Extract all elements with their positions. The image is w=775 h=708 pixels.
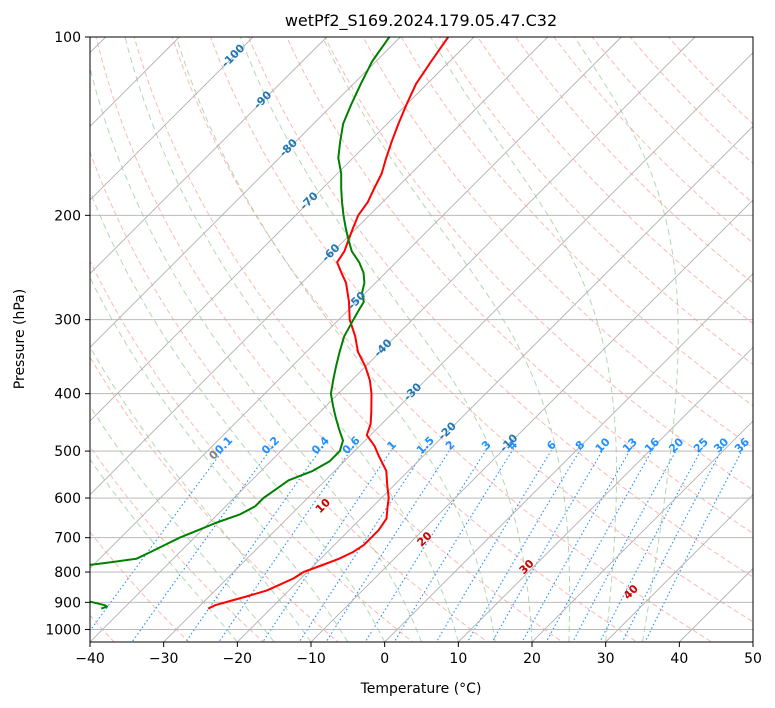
moist-adiabat-line [574, 37, 679, 642]
isotherm-line [90, 37, 622, 569]
mixing-ratio-line [545, 445, 656, 642]
y-tick-label: 300 [54, 313, 81, 329]
mixing-ratio-line [435, 445, 555, 642]
mixing-ratio-line [599, 445, 704, 642]
dry-adiabat-line [95, 37, 564, 642]
x-tick-label: −30 [149, 651, 179, 667]
isotherm-line [90, 37, 327, 275]
dewpoint-profile-line [90, 37, 391, 610]
x-tick-label: −20 [223, 651, 253, 667]
x-tick-label: −10 [296, 651, 326, 667]
y-tick-label: 400 [54, 387, 81, 403]
dry-adiabat-line [515, 37, 753, 284]
dry-adiabat-line [477, 37, 753, 325]
isotherm-line [384, 273, 753, 642]
isotherm-line [90, 37, 401, 348]
isotherm-line [237, 125, 753, 642]
y-tick-label: 100 [54, 30, 81, 46]
isotherm-line [163, 52, 753, 642]
plot-area [90, 37, 753, 642]
y-tick-label: 800 [54, 565, 81, 581]
pressure-gridlines [90, 37, 753, 630]
chart-title: wetPf2_S169.2024.179.05.47.C32 [285, 11, 557, 31]
mixing-ratio-line [491, 445, 606, 642]
isotherms [90, 37, 753, 642]
moist-adiabat-line [90, 405, 275, 642]
x-tick-label: 40 [670, 651, 688, 667]
mixing-ratio-line [644, 445, 746, 642]
x-tick-label: −40 [75, 651, 105, 667]
isotherm-line [90, 37, 254, 201]
dry-adiabat-line [248, 37, 753, 578]
profile-lines [90, 37, 450, 610]
dry-adiabat-line [171, 37, 713, 642]
x-tick-label: 20 [523, 651, 541, 667]
mixing-ratio-line [466, 445, 584, 642]
dry-adiabat-line [90, 445, 265, 642]
dry-adiabat-line [90, 531, 190, 642]
y-tick-label: 900 [54, 595, 81, 611]
moist-adiabat-line [430, 37, 617, 642]
y-tick-label: 500 [54, 444, 81, 460]
dry-adiabat-line [400, 37, 753, 407]
y-tick-label: 700 [54, 531, 81, 547]
moist-adiabat-line [124, 37, 459, 642]
y-tick-label: 1000 [45, 622, 81, 638]
isotherm-line [90, 37, 475, 422]
x-axis-title: Temperature (°C) [360, 681, 482, 697]
temperature-profile-line [207, 37, 450, 610]
isotherm-line [90, 37, 696, 642]
moist-adiabat-line [90, 458, 238, 642]
dry-adiabat-line [362, 37, 753, 449]
moist-adiabat-line [90, 65, 422, 642]
dry-adiabat-line [209, 37, 753, 623]
mixing-ratio-line [218, 445, 355, 642]
dry-adiabat-line [90, 259, 414, 642]
x-tick-label: 10 [449, 651, 467, 667]
isotherm-line [458, 346, 753, 642]
plot-frame [89, 36, 754, 643]
y-tick-label: 200 [54, 208, 81, 224]
isotherm-line [90, 37, 548, 496]
y-axis: 100 200 300 400 500 600 700 800 900 1000 [45, 30, 90, 638]
moist-adiabat-line [239, 37, 533, 642]
mixing-ratio-line [364, 445, 490, 642]
mixing-ratio-line [572, 445, 680, 642]
isotherm-line [605, 494, 753, 642]
dry-adiabat-line [133, 37, 638, 642]
moist-adiabat-line [90, 189, 386, 642]
isotherm-line [310, 199, 753, 642]
mixing-ratio-line [393, 445, 516, 642]
x-tick-label: 50 [744, 651, 762, 667]
x-axis: −40 −30 −20 −10 0 10 20 30 40 50 [75, 642, 762, 667]
dry-adiabat-line [90, 356, 340, 642]
x-tick-label: 30 [597, 651, 615, 667]
y-tick-label: 600 [54, 491, 81, 507]
mixing-ratio-line [521, 445, 633, 642]
moist-adiabat-line [322, 37, 571, 642]
y-axis-title: Pressure (hPa) [12, 289, 28, 389]
moist-adiabat-line [175, 37, 496, 642]
isotherm-line [531, 420, 753, 642]
moist-adiabat-line [90, 276, 349, 642]
x-tick-label: 0 [380, 651, 389, 667]
